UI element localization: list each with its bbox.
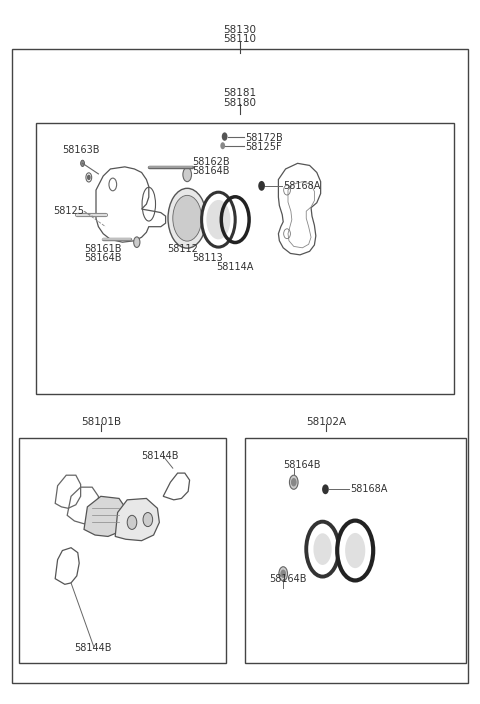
- Ellipse shape: [133, 237, 140, 247]
- Circle shape: [127, 515, 137, 529]
- Ellipse shape: [289, 475, 298, 489]
- Polygon shape: [84, 496, 126, 536]
- Ellipse shape: [173, 195, 202, 241]
- Text: 58113: 58113: [192, 253, 223, 263]
- Ellipse shape: [81, 160, 84, 166]
- Text: 58101B: 58101B: [81, 417, 121, 427]
- Text: 58112: 58112: [167, 244, 198, 253]
- Text: 58125F: 58125F: [245, 142, 281, 152]
- Text: 58110: 58110: [224, 34, 256, 44]
- Circle shape: [222, 132, 228, 141]
- Bar: [36, 123, 454, 394]
- Ellipse shape: [345, 533, 365, 568]
- Text: 58164B: 58164B: [283, 460, 321, 470]
- Text: 58164B: 58164B: [269, 574, 306, 584]
- Circle shape: [220, 142, 225, 149]
- Text: 58172B: 58172B: [245, 133, 283, 143]
- Polygon shape: [115, 498, 159, 541]
- Circle shape: [258, 181, 265, 191]
- Text: 58164B: 58164B: [84, 253, 121, 263]
- Text: 58125: 58125: [53, 206, 84, 216]
- Text: 58102A: 58102A: [306, 417, 347, 427]
- Ellipse shape: [206, 200, 230, 239]
- Text: 58162B: 58162B: [192, 157, 229, 167]
- Bar: [245, 438, 466, 663]
- Ellipse shape: [279, 567, 288, 581]
- Text: 58168A: 58168A: [283, 181, 321, 191]
- Circle shape: [143, 513, 153, 527]
- Bar: [19, 438, 226, 663]
- Text: 58144B: 58144B: [74, 643, 112, 653]
- Ellipse shape: [306, 522, 339, 577]
- Ellipse shape: [337, 521, 373, 580]
- Text: 58163B: 58163B: [62, 145, 100, 155]
- Ellipse shape: [183, 168, 192, 182]
- Text: 58168A: 58168A: [350, 484, 388, 494]
- Circle shape: [87, 175, 91, 180]
- Text: 58144B: 58144B: [142, 451, 179, 461]
- Text: 58130: 58130: [224, 25, 256, 34]
- Text: 58181: 58181: [223, 88, 257, 98]
- Ellipse shape: [313, 534, 332, 565]
- Ellipse shape: [202, 192, 235, 247]
- Text: 58180: 58180: [224, 98, 256, 108]
- Text: 58161B: 58161B: [84, 244, 121, 253]
- Circle shape: [280, 570, 286, 578]
- Ellipse shape: [168, 189, 206, 249]
- Text: 58164B: 58164B: [192, 166, 229, 176]
- Circle shape: [291, 478, 297, 486]
- Text: 58114A: 58114A: [216, 262, 253, 272]
- Circle shape: [322, 484, 329, 494]
